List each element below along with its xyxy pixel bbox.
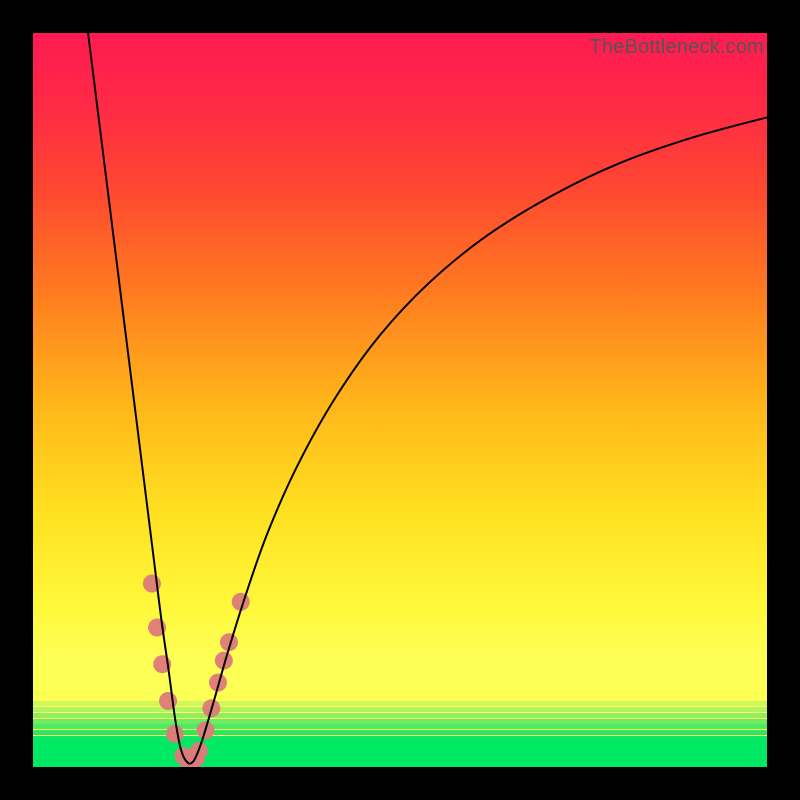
curve-marker (166, 725, 184, 743)
outer-frame: TheBottleneck.com (0, 0, 800, 800)
plot-area (33, 33, 767, 767)
bottleneck-curve (33, 33, 767, 767)
curve-left-branch (88, 33, 189, 764)
watermark-text: TheBottleneck.com (589, 36, 764, 59)
curve-right-branch (189, 117, 767, 764)
